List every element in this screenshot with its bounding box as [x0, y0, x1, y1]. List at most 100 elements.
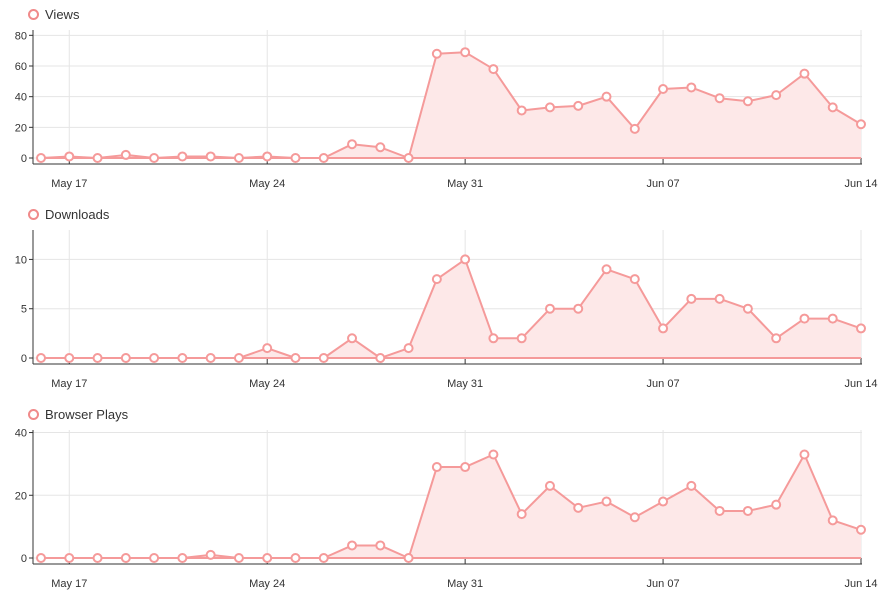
downloads-data-point[interactable]	[120, 353, 131, 363]
views-data-point[interactable]	[714, 93, 725, 104]
browser-plays-data-point[interactable]	[290, 553, 301, 563]
downloads-data-point[interactable]	[149, 353, 160, 363]
downloads-y-tick-label: 10	[15, 254, 27, 266]
browser-plays-data-point[interactable]	[92, 553, 103, 563]
downloads-data-point[interactable]	[262, 343, 273, 354]
downloads-data-point[interactable]	[771, 333, 782, 344]
browser-plays-data-point[interactable]	[658, 496, 669, 507]
views-data-point[interactable]	[516, 105, 527, 116]
browser-plays-data-point[interactable]	[149, 553, 160, 563]
browser-plays-data-point[interactable]	[742, 505, 753, 516]
browser-plays-data-point[interactable]	[544, 480, 555, 491]
views-data-point[interactable]	[544, 102, 555, 113]
browser-plays-data-point[interactable]	[516, 509, 527, 520]
views-data-point[interactable]	[92, 153, 103, 163]
downloads-data-point[interactable]	[403, 343, 414, 354]
views-data-point[interactable]	[290, 153, 301, 163]
views-data-point[interactable]	[573, 100, 584, 111]
browser-plays-data-point[interactable]	[233, 553, 244, 563]
views-data-point[interactable]	[233, 153, 244, 163]
browser-plays-x-tick-label: May 31	[447, 578, 483, 590]
browser-plays-data-point[interactable]	[488, 449, 499, 460]
browser-plays-data-point[interactable]	[573, 502, 584, 513]
views-data-point[interactable]	[431, 48, 442, 59]
views-data-point[interactable]	[177, 151, 188, 162]
views-data-point[interactable]	[488, 64, 499, 75]
downloads-data-point[interactable]	[460, 254, 471, 265]
browser-plays-data-point[interactable]	[262, 553, 273, 563]
views-data-point[interactable]	[658, 84, 669, 94]
browser-plays-data-point[interactable]	[686, 480, 697, 491]
views-data-point[interactable]	[629, 123, 640, 134]
views-data-point[interactable]	[149, 153, 160, 163]
downloads-data-point[interactable]	[347, 333, 358, 344]
views-data-point[interactable]	[36, 153, 46, 163]
browser-plays-x-tick-label: May 17	[51, 578, 87, 590]
browser-plays-legend-marker-icon	[28, 408, 39, 420]
browser-plays-data-point[interactable]	[431, 462, 442, 473]
downloads-data-point[interactable]	[488, 333, 499, 344]
browser-plays-data-point[interactable]	[714, 505, 725, 516]
views-legend[interactable]: Views	[28, 5, 79, 23]
browser-plays-data-point[interactable]	[629, 512, 640, 523]
downloads-data-point[interactable]	[799, 313, 810, 324]
browser-plays-data-point[interactable]	[827, 515, 838, 526]
browser-plays-data-point[interactable]	[460, 462, 471, 473]
views-data-point[interactable]	[347, 139, 358, 150]
downloads-data-point[interactable]	[205, 353, 216, 363]
views-data-point[interactable]	[601, 91, 612, 102]
views-data-point[interactable]	[403, 153, 414, 163]
downloads-data-point[interactable]	[516, 333, 527, 344]
downloads-data-point[interactable]	[92, 353, 103, 363]
browser-plays-data-point[interactable]	[205, 549, 216, 560]
downloads-data-point[interactable]	[318, 353, 329, 363]
downloads-data-point[interactable]	[742, 303, 753, 314]
views-data-point[interactable]	[460, 47, 471, 58]
downloads-legend[interactable]: Downloads	[28, 205, 109, 223]
browser-plays-data-point[interactable]	[403, 553, 414, 563]
browser-plays-data-point[interactable]	[64, 553, 75, 563]
downloads-data-point[interactable]	[856, 323, 867, 334]
views-data-point[interactable]	[205, 151, 216, 162]
downloads-data-point[interactable]	[573, 303, 584, 314]
downloads-data-point[interactable]	[431, 274, 442, 285]
downloads-y-tick-label: 5	[21, 304, 27, 316]
browser-plays-data-point[interactable]	[318, 553, 329, 563]
browser-plays-legend[interactable]: Browser Plays	[28, 405, 128, 423]
downloads-data-point[interactable]	[64, 353, 75, 363]
downloads-data-point[interactable]	[290, 353, 301, 363]
views-data-point[interactable]	[799, 68, 810, 79]
downloads-data-point[interactable]	[658, 323, 669, 334]
views-data-point[interactable]	[856, 119, 867, 130]
browser-plays-data-point[interactable]	[120, 553, 131, 563]
browser-plays-data-point[interactable]	[799, 449, 810, 460]
downloads-data-point[interactable]	[544, 303, 555, 314]
views-data-point[interactable]	[262, 151, 273, 162]
browser-plays-data-point[interactable]	[601, 496, 612, 507]
browser-plays-data-point[interactable]	[347, 540, 358, 551]
views-data-point[interactable]	[120, 149, 131, 160]
views-data-point[interactable]	[827, 102, 838, 113]
views-data-point[interactable]	[742, 96, 753, 107]
browser-plays-data-point[interactable]	[36, 553, 46, 563]
downloads-data-point[interactable]	[177, 353, 188, 363]
downloads-data-point[interactable]	[36, 353, 46, 363]
browser-plays-data-point[interactable]	[375, 540, 386, 551]
views-data-point[interactable]	[771, 90, 782, 101]
downloads-data-point[interactable]	[827, 313, 838, 324]
browser-plays-data-point[interactable]	[856, 524, 867, 535]
views-data-point[interactable]	[318, 153, 329, 163]
views-data-point[interactable]	[64, 151, 75, 162]
downloads-chart-title: Downloads	[45, 206, 110, 222]
downloads-data-point[interactable]	[375, 353, 386, 363]
downloads-data-point[interactable]	[714, 293, 725, 304]
downloads-data-point[interactable]	[629, 274, 640, 285]
browser-plays-data-point[interactable]	[771, 499, 782, 510]
views-data-point[interactable]	[375, 142, 386, 153]
downloads-data-point[interactable]	[686, 293, 697, 304]
downloads-data-point[interactable]	[601, 264, 612, 275]
browser-plays-data-point[interactable]	[177, 553, 188, 563]
views-y-tick-label: 20	[15, 122, 27, 134]
downloads-data-point[interactable]	[233, 353, 244, 363]
views-data-point[interactable]	[686, 82, 697, 93]
